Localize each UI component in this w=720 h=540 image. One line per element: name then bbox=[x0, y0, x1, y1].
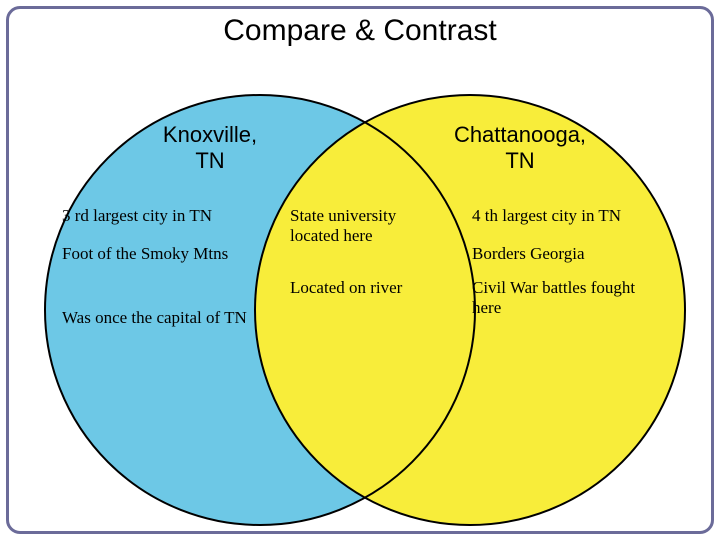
left-item-0: 3 rd largest city in TN bbox=[62, 206, 257, 226]
venn-diagram bbox=[0, 0, 720, 540]
right-heading: Chattanooga, TN bbox=[430, 122, 610, 175]
right-heading-line2: TN bbox=[430, 148, 610, 174]
left-item-2: Was once the capital of TN bbox=[62, 308, 252, 328]
right-item-1: Borders Georgia bbox=[472, 244, 667, 264]
left-heading: Knoxville, TN bbox=[130, 122, 290, 175]
left-heading-line1: Knoxville, bbox=[130, 122, 290, 148]
right-item-2: Civil War battles fought here bbox=[472, 278, 642, 319]
center-item-0: State university located here bbox=[290, 206, 440, 247]
left-item-1: Foot of the Smoky Mtns bbox=[62, 244, 242, 264]
left-heading-line2: TN bbox=[130, 148, 290, 174]
right-heading-line1: Chattanooga, bbox=[430, 122, 610, 148]
right-item-0: 4 th largest city in TN bbox=[472, 206, 667, 226]
center-item-1: Located on river bbox=[290, 278, 440, 298]
